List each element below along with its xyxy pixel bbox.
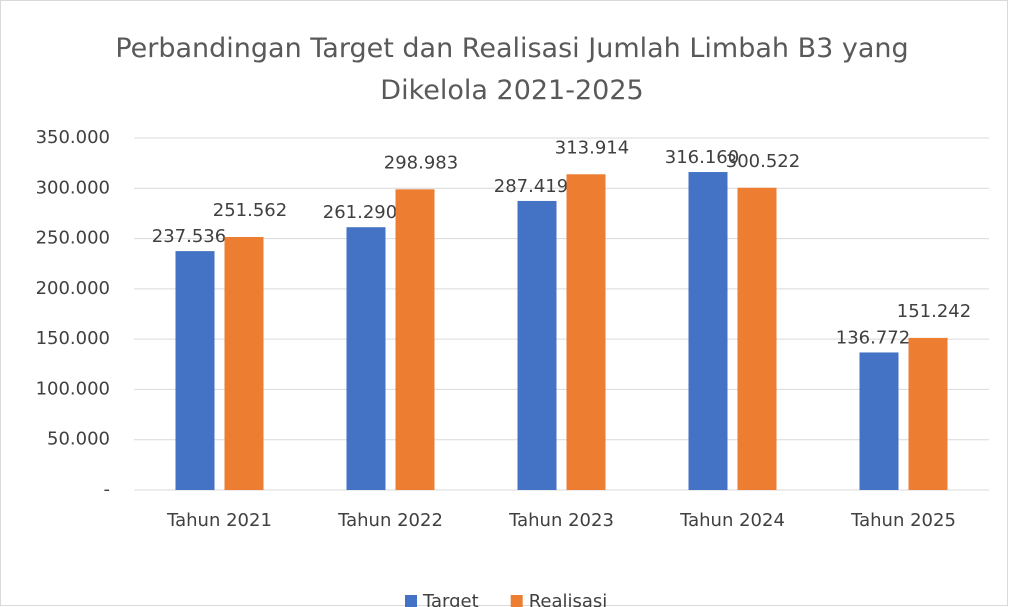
value-label: 287.419 xyxy=(494,176,568,197)
value-label: 261.290 xyxy=(323,202,397,223)
bar xyxy=(175,251,215,490)
bar xyxy=(566,174,606,490)
value-label: 136.772 xyxy=(836,327,910,348)
bar xyxy=(908,337,948,490)
legend-label: Realisasi xyxy=(529,591,608,607)
y-tick-label: 350.000 xyxy=(36,127,110,148)
y-tick-label: 250.000 xyxy=(36,228,110,249)
bar xyxy=(346,227,386,490)
bar xyxy=(688,172,728,490)
bar xyxy=(395,189,435,490)
x-tick-label: Tahun 2022 xyxy=(337,510,443,531)
value-label: 298.983 xyxy=(384,152,458,173)
legend-swatch xyxy=(405,595,417,607)
bar xyxy=(517,200,557,490)
legend-swatch xyxy=(510,595,523,607)
value-label: 251.562 xyxy=(213,200,287,221)
x-tick-label: Tahun 2024 xyxy=(679,510,785,531)
x-tick-label: Tahun 2021 xyxy=(166,510,272,531)
y-tick-label: 200.000 xyxy=(36,278,110,299)
y-tick-label: - xyxy=(104,479,111,500)
chart-title: Perbandingan Target dan Realisasi Jumlah… xyxy=(115,33,909,106)
legend-label: Target xyxy=(422,591,479,607)
value-label: 237.536 xyxy=(152,226,226,247)
y-tick-label: 100.000 xyxy=(36,378,110,399)
value-label: 300.522 xyxy=(726,151,800,172)
bar xyxy=(224,237,264,490)
value-label: 316.160 xyxy=(665,147,739,168)
y-tick-label: 150.000 xyxy=(36,328,110,349)
y-tick-label: 50.000 xyxy=(47,429,110,450)
y-tick-label: 300.000 xyxy=(36,177,110,198)
bar xyxy=(737,187,777,490)
value-label: 313.914 xyxy=(555,137,629,158)
x-tick-label: Tahun 2025 xyxy=(850,510,956,531)
value-label: 151.242 xyxy=(897,301,971,322)
x-tick-label: Tahun 2023 xyxy=(508,510,614,531)
bar xyxy=(859,352,899,490)
